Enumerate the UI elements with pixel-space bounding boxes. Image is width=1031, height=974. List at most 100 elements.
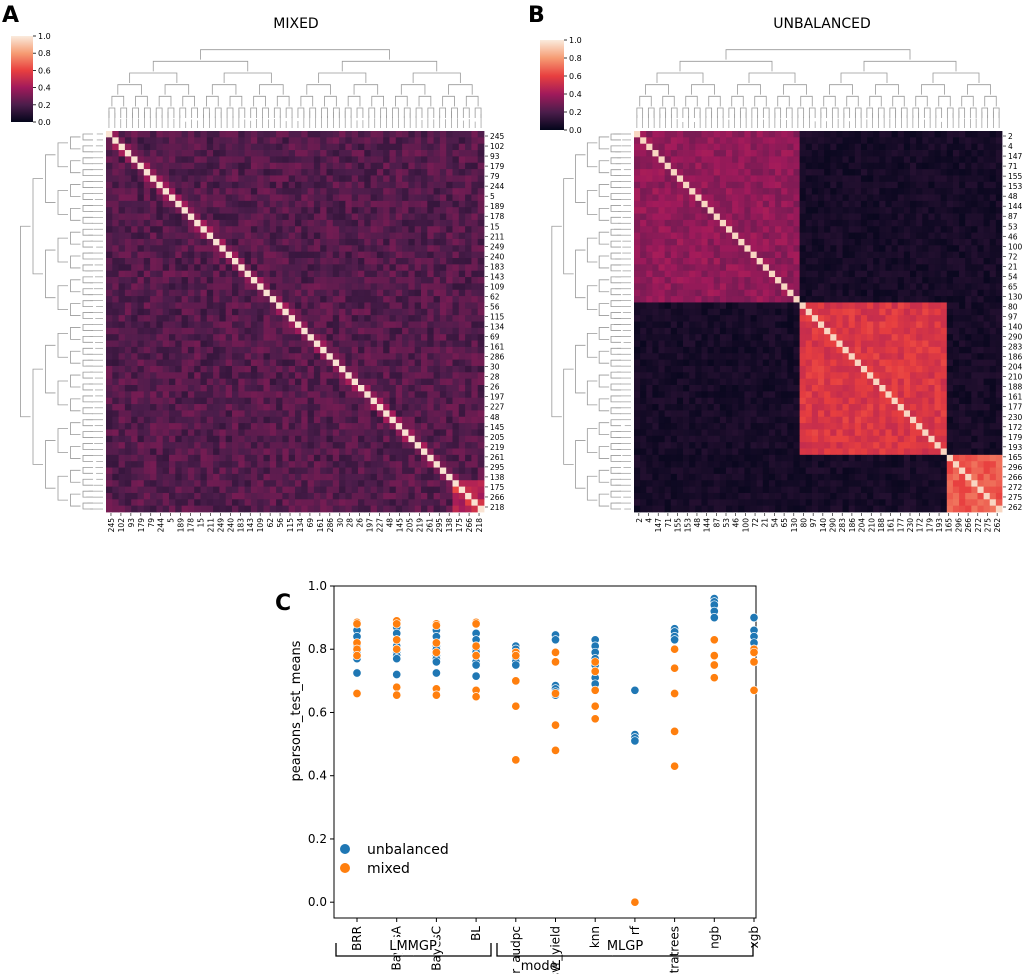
panel-a-heatmap-cell — [313, 480, 321, 487]
panel-a-heatmap-cell — [326, 454, 334, 462]
panel-a-heatmap-cell — [150, 283, 157, 291]
panel-a-heatmap-cell — [150, 213, 157, 221]
panel-a-heatmap-cell — [465, 283, 472, 291]
panel-b-heatmap-cell — [836, 143, 843, 151]
panel-b-heatmap-cell — [811, 131, 819, 138]
panel-a-heatmap-cell — [364, 289, 371, 297]
panel-a-heatmap-cell — [313, 245, 321, 253]
panel-b-heatmap-cell — [793, 137, 800, 145]
panel-b-heatmap-cell — [695, 175, 702, 183]
panel-a-heatmap-cell — [465, 486, 472, 494]
panel-a-heatmap-cell — [124, 162, 132, 170]
panel-b-heatmap-cell — [658, 156, 666, 164]
panel-b-column-dendrogram-link — [754, 95, 767, 107]
panel-a-heatmap-cell — [364, 321, 371, 329]
panel-a-heatmap-cell — [452, 238, 460, 246]
panel-b-heatmap-cell — [634, 150, 641, 157]
panel-a-heatmap-cell — [194, 372, 201, 380]
panel-b-heatmap-cell — [946, 194, 954, 202]
panel-a-heatmap-cell — [250, 150, 258, 157]
panel-a-heatmap-cell — [175, 181, 182, 189]
panel-b-heatmap-cell — [867, 181, 874, 189]
panel-a-heatmap-cell — [276, 334, 283, 341]
panel-a-heatmap-cell — [351, 169, 359, 176]
panel-a-heatmap-cell — [477, 346, 485, 354]
panel-a-heatmap-cell — [175, 467, 182, 475]
panel-b-column-dendrogram-link — [739, 107, 747, 118]
panel-a-row-dendrogram-link — [70, 279, 81, 293]
panel-a-column-dendrogram-link — [132, 107, 139, 118]
panel-a-heatmap-cell — [156, 435, 164, 443]
panel-a-heatmap-cell — [137, 308, 145, 316]
panel-a-heatmap-cell — [301, 289, 308, 297]
panel-a-heatmap-cell — [326, 327, 334, 335]
panel-a-heatmap-cell — [194, 391, 201, 399]
panel-b-heatmap-cell — [670, 143, 678, 151]
panel-a-heatmap-cell — [131, 416, 138, 424]
panel-a-row-dendrogram-link — [70, 207, 81, 221]
panel-a-row-dendrogram-link — [57, 475, 68, 501]
panel-b-heatmap-cell — [989, 175, 997, 183]
panel-a-heatmap-cell — [376, 175, 384, 183]
panel-a-heatmap-cell — [143, 410, 151, 418]
panel-a-row-dendrogram-link — [82, 157, 93, 165]
panel-a-heatmap-cell — [383, 289, 390, 297]
panel-a-heatmap-cell — [276, 308, 283, 316]
panel-a-heatmap-cell — [345, 340, 353, 348]
panel-b-column-dendrogram-link — [946, 107, 954, 118]
panel-a-heatmap-cell — [313, 162, 321, 170]
panel-b-row-dendrogram-link — [598, 374, 610, 388]
panel-a-heatmap-cell — [225, 162, 233, 170]
panel-a-heatmap-cell — [421, 150, 428, 157]
panel-a-heatmap-cell — [433, 251, 441, 259]
panel-a-heatmap-cell — [395, 296, 403, 303]
panel-b-heatmap-cell — [971, 181, 978, 189]
panel-b-column-dendrogram-link — [892, 95, 905, 107]
panel-a-heatmap-cell — [238, 353, 245, 360]
panel-a-heatmap-cell — [408, 143, 416, 151]
panel-b-heatmap-cell — [640, 150, 647, 157]
panel-b-row-dendrogram-link — [610, 228, 621, 236]
panel-a-heatmap-cell — [446, 340, 453, 348]
panel-a-heatmap-cell — [458, 442, 466, 449]
panel-a-heatmap-cell — [414, 385, 422, 392]
panel-a-heatmap-cell — [389, 321, 397, 329]
panel-a-heatmap-cell — [383, 150, 390, 157]
panel-a-heatmap-cell — [358, 283, 365, 291]
panel-a-heatmap-cell — [257, 505, 264, 513]
panel-a-heatmap-cell — [465, 461, 472, 468]
panel-a-heatmap-cell — [200, 505, 208, 513]
panel-b-column-dendrogram-link — [935, 107, 943, 118]
panel-a-heatmap-cell — [326, 137, 334, 145]
panel-a-heatmap-cell — [257, 423, 264, 430]
panel-a-heatmap-cell — [358, 137, 365, 145]
panel-b-heatmap-cell — [738, 169, 745, 176]
panel-b-heatmap-cell — [781, 137, 788, 145]
panel-a-heatmap-cell — [118, 480, 126, 487]
panel-a-heatmap-cell — [402, 480, 409, 487]
panel-a-heatmap-cell — [320, 200, 327, 208]
panel-b-heatmap-cell — [683, 200, 690, 208]
panel-a-heatmap-cell — [421, 505, 428, 513]
panel-b-heatmap-cell — [897, 156, 905, 164]
panel-a-heatmap-cell — [402, 340, 409, 348]
panel-a-heatmap-cell — [276, 353, 283, 360]
panel-b-heatmap-cell — [836, 150, 843, 157]
panel-a-heatmap-cell — [143, 346, 151, 354]
panel-b-heatmap-cell — [670, 156, 678, 164]
panel-a-heatmap-cell — [295, 385, 302, 392]
panel-a-heatmap-cell — [402, 251, 409, 259]
panel-a-heatmap-cell — [471, 283, 479, 291]
panel-a-heatmap-cell — [162, 461, 170, 468]
panel-a-heatmap-cell — [465, 423, 472, 430]
panel-a-heatmap-cell — [389, 296, 397, 303]
panel-a-heatmap-cell — [250, 327, 258, 335]
panel-a-heatmap-cell — [364, 315, 371, 322]
panel-a-heatmap-cell — [351, 505, 359, 513]
panel-b-heatmap-cell — [903, 162, 911, 170]
panel-a-heatmap-cell — [345, 302, 353, 310]
panel-a-heatmap-cell — [131, 143, 138, 151]
panel-a-heatmap-cell — [244, 410, 252, 418]
panel-a-heatmap-cell — [458, 327, 466, 335]
panel-b-heatmap-cell — [689, 200, 696, 208]
